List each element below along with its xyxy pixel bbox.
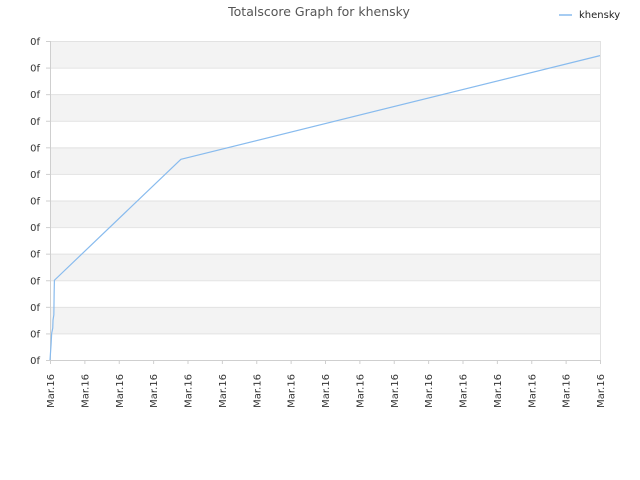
plot-band [50,120,600,148]
x-tick-label: Mar.16 [355,374,366,408]
y-tick-label: 0f [30,276,40,287]
x-axis-ticks: Mar.16 Mar.16 Mar.16 Mar.16 Mar.16 Mar.16 Mar.… [46,360,607,408]
y-tick-label: 0f [30,197,40,208]
x-tick-label: Mar.16 [218,374,229,408]
x-tick-label: Mar.16 [596,374,607,408]
plot-band [50,94,600,121]
plot-band [50,67,600,95]
plot-band [50,227,600,254]
x-tick-label: Mar.16 [287,374,298,408]
y-tick-label: 0f [30,303,40,314]
x-tick-label: Mar.16 [459,374,470,408]
plot-band [50,41,600,68]
y-tick-label: 0f [30,356,40,367]
x-tick-label: Mar.16 [252,374,263,408]
y-tick-label: 0f [30,223,40,234]
x-tick-label: Mar.16 [390,374,401,408]
x-tick-label: Mar.16 [424,374,435,408]
plot-band [50,333,600,360]
y-tick-label: 0f [30,117,40,128]
legend: khensky [559,10,620,21]
y-tick-label: 0f [30,143,40,154]
plot-background-bands [50,41,600,360]
y-tick-label: 0f [30,250,40,261]
x-tick-label: Mar.16 [527,374,538,408]
series-line-khensky [49,55,601,361]
series-layer [49,55,601,361]
y-tick-label: 0f [30,170,40,181]
y-tick-label: 0f [30,329,40,340]
x-tick-label: Mar.16 [46,374,57,408]
chart-title: Totalscore Graph for khensky [227,4,410,19]
y-tick-label: 0f [30,37,40,48]
x-tick-label: Mar.16 [321,374,332,408]
x-tick-label: Mar.16 [493,374,504,408]
x-tick-label: Mar.16 [80,374,91,408]
x-tick-label: Mar.16 [184,374,195,408]
plot-band [50,280,600,307]
y-axis-ticks: 0f 0f 0f 0f 0f 0f 0f 0f 0f 0f 0f 0f 0f [30,37,50,367]
plot-band [50,147,600,174]
legend-label-khensky: khensky [579,10,620,21]
y-tick-label: 0f [30,90,40,101]
x-tick-label: Mar.16 [115,374,126,408]
plot-band [50,306,600,334]
x-tick-label: Mar.16 [149,374,160,408]
y-tick-label: 0f [30,64,40,75]
plot-band [50,173,600,201]
plot-band [50,253,600,281]
x-tick-label: Mar.16 [562,374,573,408]
plot-band [50,200,600,228]
